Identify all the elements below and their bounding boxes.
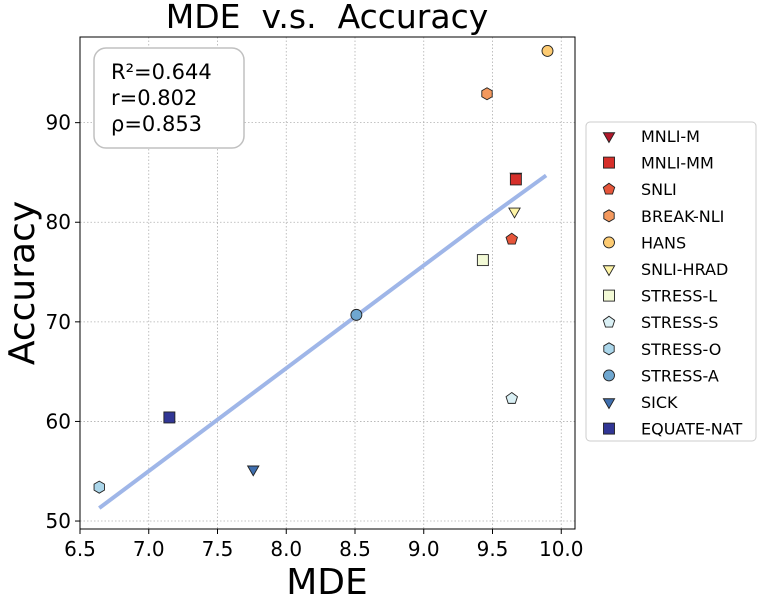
legend-marker-snli xyxy=(602,182,616,195)
legend-marker-snli-hrad xyxy=(602,265,616,277)
point-sick xyxy=(246,465,260,477)
x-tick-label: 6.5 xyxy=(64,537,96,561)
legend-marker-equate-nat xyxy=(603,422,615,435)
legend-marker-stress-a xyxy=(603,369,615,382)
legend-label-break-nli: BREAK-NLI xyxy=(641,207,724,226)
x-tick-label: 8.5 xyxy=(339,537,371,561)
y-tick-label: 50 xyxy=(46,509,71,533)
y-axis-ticks: 50 60 70 80 90 xyxy=(46,111,80,533)
stat-r2: R²=0.644 xyxy=(111,60,212,84)
grid-lines xyxy=(79,37,575,529)
legend-marker-mnli-mm xyxy=(603,156,615,169)
point-stress-l xyxy=(476,254,489,267)
stats-box-frame xyxy=(93,47,245,149)
legend: MNLI-M MNLI-MM SNLI BREAK-NLI HANS SNLI-HRAD S… xyxy=(585,121,757,442)
legend-marker-stress-l xyxy=(603,289,615,302)
point-stress-o xyxy=(93,480,105,494)
legend-marker-hans xyxy=(603,236,615,249)
point-snli-hrad xyxy=(508,207,521,219)
legend-label-equate-nat: EQUATE-NAT xyxy=(641,420,742,439)
stat-r: r=0.802 xyxy=(111,86,197,110)
legend-label-stress-s: STRESS-S xyxy=(641,313,718,332)
legend-marker-stress-o xyxy=(603,342,615,356)
x-tick-label: 8.0 xyxy=(270,537,302,561)
fit-line-segment xyxy=(480,173,548,224)
chart-title: MDE v.s. Accuracy xyxy=(166,0,489,36)
fit-line-segment xyxy=(98,220,483,510)
legend-marker-sick xyxy=(602,398,616,410)
x-axis-label: MDE xyxy=(286,562,368,601)
legend-label-stress-a: STRESS-A xyxy=(641,366,719,385)
x-tick-label: 9.0 xyxy=(408,537,440,561)
legend-label-sick: SICK xyxy=(641,393,678,412)
legend-label-mnli-mm: MNLI-MM xyxy=(641,154,714,173)
point-snli xyxy=(505,232,518,245)
y-tick-label: 80 xyxy=(46,210,71,234)
y-tick-label: 90 xyxy=(46,111,71,135)
legend-marker-stress-s xyxy=(602,315,616,328)
legend-label-mnli-m: MNLI-M xyxy=(641,127,700,146)
legend-marker-break-nli xyxy=(603,209,615,223)
point-stress-s xyxy=(505,391,518,404)
legend-label-snli-hrad: SNLI-HRAD xyxy=(641,260,728,279)
legend-marker-mnli-m xyxy=(602,132,616,144)
x-tick-label: 9.5 xyxy=(477,537,509,561)
y-axis-label: Accuracy xyxy=(2,201,43,365)
legend-label-hans: HANS xyxy=(641,233,686,252)
legend-label-stress-o: STRESS-O xyxy=(641,340,721,359)
point-break-nli xyxy=(481,87,493,101)
stats-box: R²=0.644 r=0.802 ρ=0.853 xyxy=(93,47,245,149)
legend-label-snli: SNLI xyxy=(641,180,677,199)
x-axis-ticks: 6.5 7.0 7.5 8.0 8.5 9.0 9.5 10.0 xyxy=(64,529,584,561)
point-equate-nat xyxy=(163,411,176,424)
x-tick-label: 7.5 xyxy=(202,537,234,561)
y-tick-label: 60 xyxy=(46,409,71,433)
stat-rho: ρ=0.853 xyxy=(111,112,202,136)
legend-label-stress-l: STRESS-L xyxy=(641,287,717,306)
point-stress-a xyxy=(350,308,363,321)
point-hans xyxy=(541,44,554,57)
point-mnli-mm xyxy=(509,173,522,186)
data-points xyxy=(93,44,554,494)
legend-frame xyxy=(585,121,757,442)
regression-line xyxy=(98,173,548,510)
x-tick-label: 7.0 xyxy=(133,537,165,561)
plot-frame xyxy=(79,36,576,530)
y-tick-label: 70 xyxy=(46,310,71,334)
x-tick-label: 10.0 xyxy=(539,537,584,561)
